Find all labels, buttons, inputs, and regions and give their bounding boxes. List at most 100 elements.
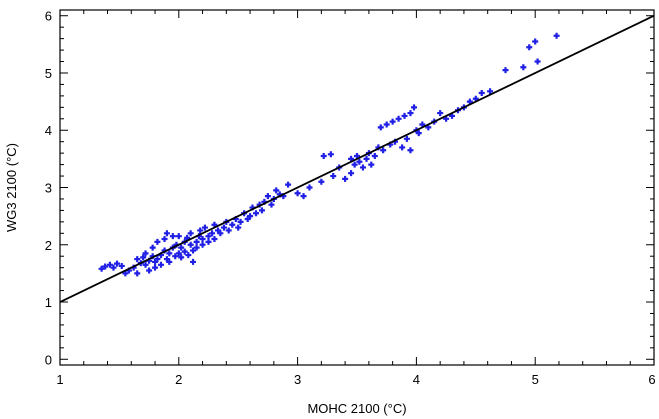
data-point [318, 178, 325, 185]
data-point [235, 224, 242, 231]
x-tick-label: 4 [413, 372, 420, 387]
reference-line [59, 14, 655, 303]
data-point [327, 151, 334, 158]
data-point [110, 264, 117, 271]
data-point [437, 110, 444, 117]
y-tick-label: 2 [45, 238, 52, 253]
data-point [187, 230, 194, 237]
data-point [140, 254, 147, 261]
data-point [348, 170, 355, 177]
data-point [273, 187, 280, 194]
data-point [294, 190, 301, 197]
data-point [166, 258, 173, 265]
data-point [268, 201, 275, 208]
data-point [401, 112, 408, 119]
data-point [197, 227, 204, 234]
y-tick-label: 5 [45, 66, 52, 81]
y-tick-label: 6 [45, 9, 52, 24]
data-point [185, 252, 192, 259]
data-point [157, 261, 164, 268]
data-point [229, 221, 236, 228]
data-point [300, 193, 307, 200]
data-point [306, 184, 313, 191]
data-point [172, 253, 179, 260]
y-tick-label: 0 [45, 352, 52, 367]
data-point [98, 265, 105, 272]
data-point [363, 155, 370, 162]
data-point [205, 233, 212, 240]
data-point [371, 153, 378, 160]
x-axis: 1 2 3 4 5 6 [56, 10, 656, 387]
x-tick-label: 6 [648, 372, 655, 387]
data-point [142, 261, 149, 268]
data-point [149, 244, 156, 251]
data-points [98, 32, 560, 277]
data-point [134, 270, 141, 277]
data-point [383, 121, 390, 128]
data-point [368, 161, 375, 168]
data-point [169, 233, 176, 240]
data-point [532, 38, 539, 45]
data-point [389, 118, 396, 125]
data-point [395, 115, 402, 122]
data-point [175, 250, 182, 257]
data-point [220, 224, 227, 231]
data-point [553, 32, 560, 39]
data-point [205, 238, 212, 245]
y-axis: 0 1 2 3 4 5 6 [45, 9, 654, 367]
data-point [330, 173, 337, 180]
data-point [190, 247, 197, 254]
data-point [209, 230, 216, 237]
y-tick-label: 3 [45, 181, 52, 196]
y-tick-label: 1 [45, 295, 52, 310]
data-point [403, 135, 410, 142]
data-point [114, 260, 121, 267]
data-point [193, 244, 200, 251]
data-point [520, 64, 527, 71]
y-tick-label: 4 [45, 123, 52, 138]
data-point [377, 124, 384, 131]
x-tick-label: 3 [294, 372, 301, 387]
data-point [415, 130, 422, 137]
data-point [264, 193, 271, 200]
data-point [102, 263, 109, 270]
data-point [199, 241, 206, 248]
data-point [225, 227, 232, 234]
x-tick-label: 1 [56, 372, 63, 387]
data-point [247, 213, 254, 220]
data-point [399, 144, 406, 151]
data-point [534, 58, 541, 65]
data-point [166, 250, 173, 257]
data-point [411, 104, 418, 111]
data-point [487, 88, 494, 95]
x-axis-label: MOHC 2100 (°C) [307, 401, 406, 416]
data-point [175, 233, 182, 240]
data-point [161, 236, 168, 243]
data-point [342, 175, 349, 182]
data-point [181, 248, 188, 255]
data-point [134, 256, 141, 263]
data-point [178, 254, 185, 261]
data-point [320, 153, 327, 160]
data-point [106, 261, 113, 268]
data-point [351, 161, 358, 168]
data-point [193, 238, 200, 245]
data-point [407, 147, 414, 154]
y-axis-label: WG3 2100 (°C) [4, 143, 19, 232]
data-point [152, 264, 159, 271]
data-point [118, 262, 125, 269]
data-point [380, 147, 387, 154]
data-point [142, 250, 149, 257]
data-point [407, 110, 414, 117]
data-point [526, 44, 533, 51]
data-point [146, 267, 153, 274]
data-point [253, 210, 260, 217]
x-tick-label: 2 [175, 372, 182, 387]
data-point [201, 224, 208, 231]
data-point [187, 241, 194, 248]
data-point [154, 256, 161, 263]
data-point [199, 236, 206, 243]
data-point [258, 207, 265, 214]
data-point [285, 181, 292, 188]
